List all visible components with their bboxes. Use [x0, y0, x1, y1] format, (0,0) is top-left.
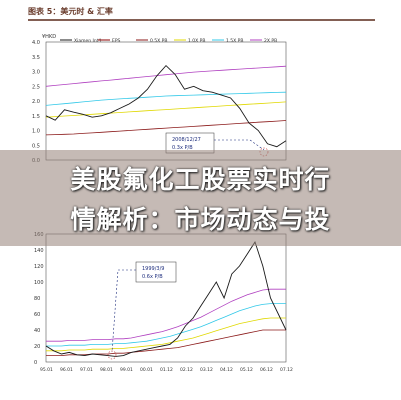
annotation-date: 2008/12/27 — [172, 137, 201, 143]
x-tick-label: 06.12 — [260, 367, 273, 373]
x-tick-label: 98.01 — [100, 367, 113, 373]
annotation-marker — [107, 350, 117, 360]
annotation-date: 1999/3/9 — [142, 266, 164, 272]
y-tick-label: 4.0 — [32, 40, 40, 46]
legend-label: EPS — [112, 38, 121, 44]
y-tick-label: 60 — [34, 312, 40, 318]
headline-line-1: 美股氟化工股票实时行 — [70, 165, 331, 194]
x-tick-label: 95.01 — [40, 367, 53, 373]
series-line — [45, 120, 287, 136]
annotation-value: 0.3x P/B — [172, 145, 193, 151]
series-line — [46, 288, 286, 342]
y-tick-label: 100 — [34, 280, 44, 286]
x-tick-label: 03.12 — [200, 367, 213, 373]
x-tick-label: 04.12 — [220, 367, 233, 373]
headline-banner — [0, 150, 401, 246]
series-line — [45, 101, 287, 118]
x-tick-label: 01.12 — [160, 367, 173, 373]
x-tick-label: 07.12 — [280, 367, 293, 373]
legend-label: Xiamen Int'l — [74, 38, 101, 44]
y-tick-label: 80 — [34, 296, 40, 302]
series-line — [45, 65, 287, 87]
y-tick-label: 1.0 — [32, 129, 40, 135]
y-axis-unit: ¥HKD — [42, 34, 56, 40]
y-tick-label: 140 — [34, 248, 44, 254]
y-tick-label: 120 — [34, 264, 44, 270]
bottom-chart: 02040608010012014016095.0196.0197.0198.0… — [34, 232, 293, 373]
annotation-leader — [111, 269, 136, 353]
y-tick-label: 1.5 — [32, 114, 40, 120]
x-tick-label: 96.01 — [60, 367, 73, 373]
series-line — [46, 303, 286, 347]
series-line — [45, 64, 287, 148]
y-tick-label: 0 — [34, 360, 37, 366]
x-tick-label: 02.12 — [180, 367, 193, 373]
y-tick-label: 40 — [34, 328, 40, 334]
x-tick-label: 97.01 — [80, 367, 93, 373]
series-line — [46, 317, 286, 352]
legend-label: 2X PB — [264, 38, 277, 44]
legend-label: 1.5X PB — [226, 38, 243, 44]
y-tick-label: 3.0 — [32, 70, 40, 76]
annotation-box — [135, 261, 177, 283]
series-line — [45, 240, 287, 357]
x-tick-label: 00.01 — [140, 367, 153, 373]
y-tick-label: 2.0 — [32, 99, 40, 105]
legend-label: 1.0X PB — [188, 38, 205, 44]
x-tick-label: 05.12 — [240, 367, 253, 373]
headline-line-2: 情解析：市场动态与投 — [70, 205, 331, 234]
figure-caption: 图表 5：美元时 & 汇率 — [28, 6, 113, 16]
x-tick-label: 99.01 — [120, 367, 133, 373]
annotation-value: 0.6x P/B — [142, 274, 163, 280]
y-tick-label: 3.5 — [32, 55, 40, 61]
annotation-leader — [214, 139, 265, 151]
series-line — [45, 91, 287, 106]
y-tick-label: 0.5 — [32, 143, 40, 149]
legend-label: 0.5X PB — [150, 38, 167, 44]
series-line — [46, 329, 286, 357]
y-tick-label: 20 — [34, 344, 40, 350]
y-tick-label: 2.5 — [32, 84, 40, 90]
